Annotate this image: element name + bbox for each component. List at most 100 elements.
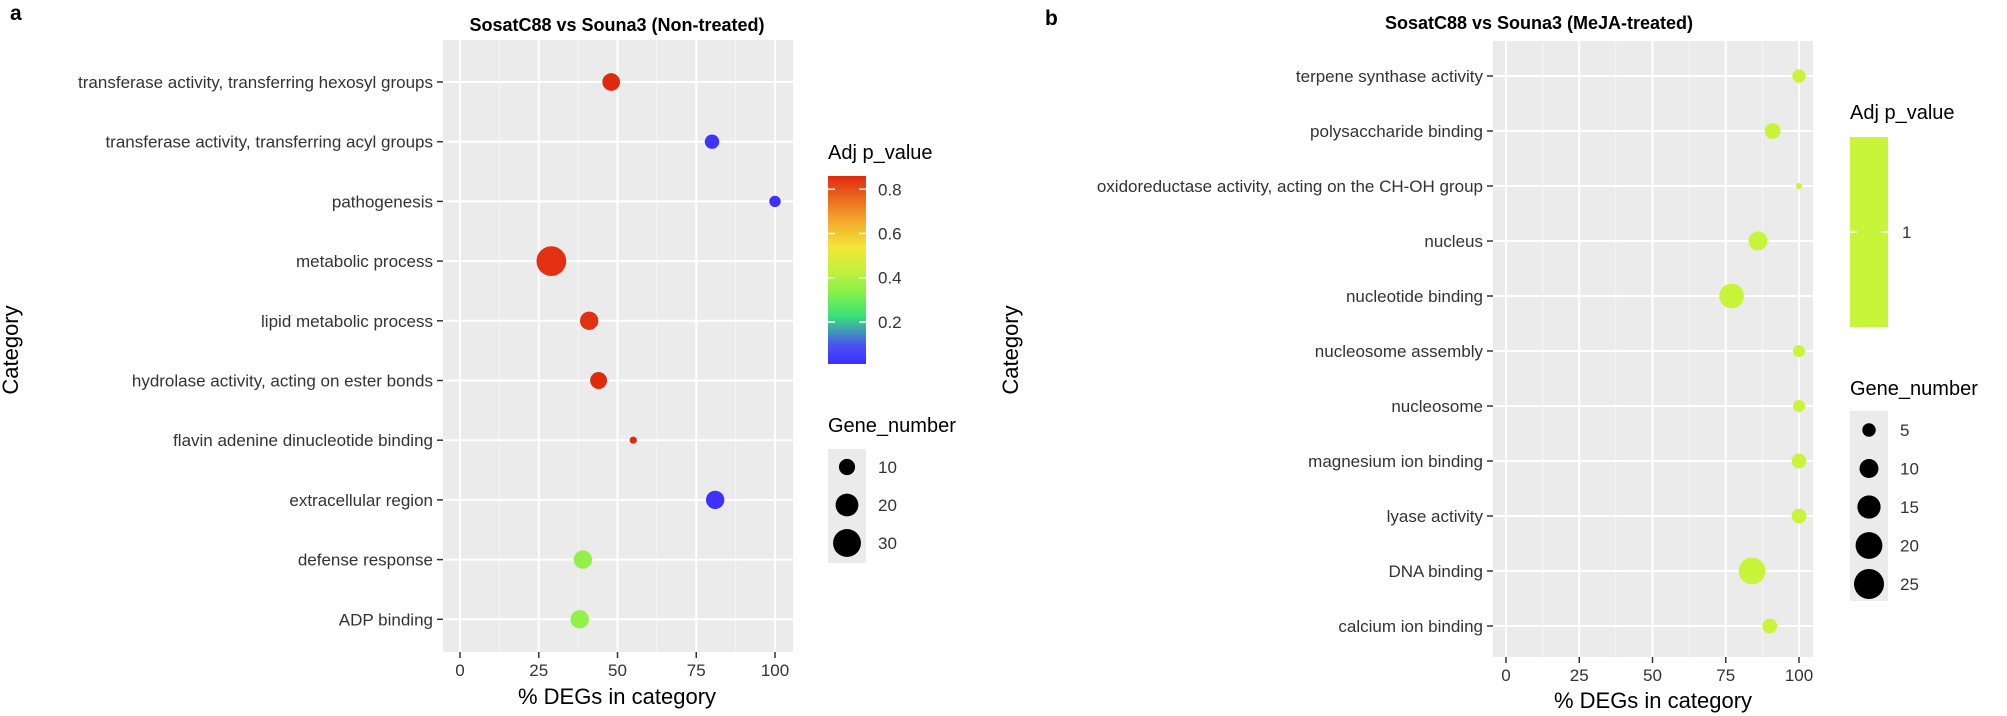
color-bar-tick-label: 0.4 (878, 269, 902, 288)
category-label: nucleosome (1391, 397, 1483, 416)
data-point (573, 550, 593, 569)
panel-a-title: SosatC88 vs Souna3 (Non-treated) (469, 15, 764, 35)
panel-b-points (1719, 69, 1807, 634)
panel-a-size-legend-title: Gene_number (828, 415, 956, 437)
panel-a-gridlines (443, 40, 793, 652)
x-tick-label: 50 (608, 661, 627, 680)
panel-a-color-legend-title: Adj p_value (828, 142, 933, 164)
data-point (590, 372, 608, 389)
category-label: transferase activity, transferring acyl … (105, 133, 433, 152)
panel-b-x-ticks: 0 25 50 75 100 (1501, 657, 1813, 685)
x-tick-label: 100 (1785, 666, 1813, 685)
size-key-dot (833, 529, 861, 557)
size-key-label: 25 (1900, 575, 1919, 594)
panel-a: a SosatC88 vs Souna3 (Non-treated) trans… (0, 2, 956, 709)
data-point (1719, 283, 1744, 309)
color-bar-tick-label: 1 (1902, 223, 1911, 242)
size-key-dot (838, 458, 856, 476)
category-label: nucleotide binding (1346, 287, 1483, 306)
category-label: lipid metabolic process (261, 312, 433, 331)
x-tick-label: 75 (687, 661, 706, 680)
category-label: polysaccharide binding (1310, 122, 1483, 141)
color-bar-tick-label: 0.8 (878, 180, 902, 199)
size-key-dot (1855, 532, 1883, 559)
data-point (1792, 69, 1806, 83)
panel-a-color-legend: Adj p_value 0.8 0.6 0.4 0.2 (828, 142, 933, 364)
data-point (602, 73, 621, 91)
data-point (769, 195, 781, 208)
panel-a-y-axis-title: Category (0, 305, 23, 394)
category-label: nucleus (1424, 232, 1483, 251)
color-bar-tick-label: 0.2 (878, 313, 902, 332)
category-label: extracellular region (289, 491, 433, 510)
panel-a-points (536, 73, 781, 629)
x-tick-label: 0 (455, 661, 464, 680)
data-point (629, 436, 637, 444)
color-bar-tick-label: 0.6 (878, 225, 902, 244)
size-key-dot (1862, 423, 1876, 437)
category-label: flavin adenine dinucleotide binding (173, 431, 433, 450)
size-key-dot (1857, 495, 1881, 519)
size-key-label: 15 (1900, 498, 1919, 517)
category-label: magnesium ion binding (1308, 452, 1483, 471)
data-point (704, 134, 720, 149)
data-point (1748, 231, 1768, 251)
panel-b-size-keys: 5 10 15 20 25 (1854, 421, 1919, 599)
size-key-dot (1854, 569, 1884, 599)
x-tick-label: 75 (1716, 666, 1735, 685)
category-label: oxidoreductase activity, acting on the C… (1097, 177, 1483, 196)
x-tick-label: 100 (761, 661, 789, 680)
panel-a-color-bar-ticks: 0.8 0.6 0.4 0.2 (828, 180, 902, 332)
x-tick-label: 0 (1501, 666, 1510, 685)
data-point (705, 490, 725, 510)
category-label: pathogenesis (332, 192, 433, 211)
data-point (579, 311, 599, 330)
panel-a-x-ticks: 0 25 50 75 100 (455, 652, 789, 680)
data-point (1738, 557, 1766, 585)
panel-a-size-keys: 10 20 30 (833, 458, 897, 557)
panel-b-x-axis-title: % DEGs in category (1554, 688, 1752, 713)
x-tick-label: 25 (1570, 666, 1589, 685)
category-label: hydrolase activity, acting on ester bond… (132, 372, 433, 391)
panel-a-letter: a (10, 2, 22, 25)
panel-a-category-labels: transferase activity, transferring hexos… (78, 73, 443, 629)
panel-b-size-legend: Gene_number 5 10 15 20 25 (1850, 378, 1978, 601)
size-key-label: 10 (1900, 460, 1919, 479)
category-label: terpene synthase activity (1296, 67, 1484, 86)
panel-b-category-labels: terpene synthase activity polysaccharide … (1097, 67, 1493, 636)
panel-b-color-legend: Adj p_value 1 (1850, 102, 1955, 327)
size-key-dot (1859, 459, 1879, 478)
category-label: lyase activity (1387, 507, 1484, 526)
data-point (1764, 123, 1781, 139)
category-label: metabolic process (296, 252, 433, 271)
category-label: nucleosome assembly (1315, 342, 1484, 361)
category-label: transferase activity, transferring hexos… (78, 73, 433, 92)
category-label: calcium ion binding (1338, 617, 1483, 636)
category-label: defense response (298, 551, 433, 570)
category-label: DNA binding (1388, 562, 1483, 581)
category-label: ADP binding (339, 610, 433, 629)
data-point (1793, 345, 1805, 357)
panel-b-y-axis-title: Category (998, 305, 1023, 394)
data-point (570, 610, 589, 629)
panel-b: b SosatC88 vs Souna3 (MeJA-treated) terp… (998, 7, 1978, 713)
size-key-label: 10 (878, 458, 897, 477)
data-point (1793, 400, 1805, 412)
panel-a-color-bar (828, 176, 866, 364)
panel-b-color-bar-ticks: 1 (1850, 223, 1911, 242)
panel-a-x-axis-title: % DEGs in category (518, 684, 716, 709)
panel-a-size-legend: Gene_number 10 20 30 (828, 415, 956, 563)
panel-b-gridlines (1493, 41, 1813, 657)
size-key-dot (835, 493, 859, 517)
data-point (1791, 508, 1807, 524)
data-point (1796, 183, 1802, 189)
panel-b-letter: b (1045, 7, 1058, 30)
size-key-label: 30 (878, 534, 897, 553)
panel-b-title: SosatC88 vs Souna3 (MeJA-treated) (1385, 13, 1693, 33)
size-key-label: 5 (1900, 421, 1909, 440)
panel-b-color-legend-title: Adj p_value (1850, 102, 1955, 124)
data-point (1762, 618, 1778, 634)
size-key-label: 20 (878, 496, 897, 515)
x-tick-label: 50 (1643, 666, 1662, 685)
